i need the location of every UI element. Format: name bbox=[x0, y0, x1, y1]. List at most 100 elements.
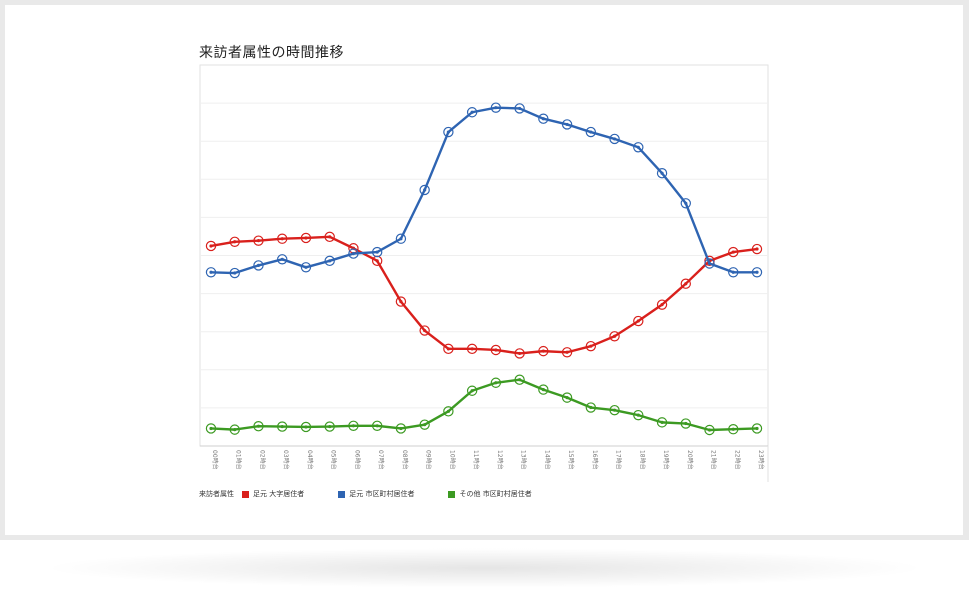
data-point bbox=[229, 424, 240, 435]
data-point-dot bbox=[328, 259, 332, 263]
legend-swatch bbox=[448, 490, 456, 498]
data-point bbox=[300, 421, 312, 433]
x-tick-label: 08時台 bbox=[401, 450, 409, 470]
data-point bbox=[514, 374, 525, 385]
data-point bbox=[253, 260, 264, 271]
data-point-dot bbox=[423, 188, 427, 192]
series-line bbox=[210, 378, 758, 432]
data-point-dot bbox=[399, 237, 403, 241]
data-point bbox=[704, 255, 715, 267]
data-point-dot bbox=[304, 265, 308, 269]
data-point-dot bbox=[351, 251, 356, 256]
data-point bbox=[205, 240, 217, 252]
data-point bbox=[633, 142, 644, 153]
legend-item: 足元 市区町村居住者 bbox=[338, 489, 414, 499]
data-point-dot bbox=[755, 426, 759, 431]
data-point-dot bbox=[494, 106, 498, 110]
data-point-dot bbox=[470, 389, 474, 393]
data-point-dot bbox=[256, 263, 261, 268]
legend-item: 足元 大字居住者 bbox=[242, 489, 304, 499]
x-tick-label: 13時台 bbox=[520, 450, 528, 470]
data-point bbox=[395, 233, 407, 244]
line-chart: 00時台 01時台 02時台 03時台 04時台 05時台 06時台 07時台 08時台 09時台… bbox=[199, 64, 769, 482]
data-point-dot bbox=[660, 420, 664, 424]
data-point bbox=[656, 168, 668, 179]
data-point bbox=[656, 417, 668, 428]
data-point bbox=[728, 246, 739, 258]
data-point bbox=[466, 385, 478, 396]
data-point-dot bbox=[233, 240, 237, 244]
data-point-dot bbox=[304, 425, 308, 429]
data-point bbox=[514, 348, 525, 359]
data-point-dot bbox=[660, 171, 664, 175]
data-point bbox=[751, 423, 763, 434]
data-point-dot bbox=[328, 235, 332, 239]
data-point bbox=[680, 418, 691, 429]
data-point-dot bbox=[541, 349, 545, 353]
x-tick-label: 09時台 bbox=[425, 450, 433, 470]
data-point bbox=[466, 107, 478, 118]
data-point-dot bbox=[446, 409, 450, 413]
data-point bbox=[419, 184, 430, 196]
data-point bbox=[585, 402, 597, 413]
data-point-dot bbox=[565, 396, 569, 400]
data-point bbox=[704, 424, 715, 436]
x-tick-label: 04時台 bbox=[306, 450, 314, 470]
data-point bbox=[751, 267, 763, 278]
data-point bbox=[229, 236, 240, 247]
data-point-dot bbox=[612, 137, 617, 141]
data-point-dot bbox=[660, 303, 664, 307]
data-point bbox=[253, 235, 264, 246]
data-point bbox=[728, 267, 739, 278]
data-point-dot bbox=[280, 237, 284, 241]
data-point bbox=[205, 267, 217, 278]
data-point-dot bbox=[541, 388, 545, 392]
data-point bbox=[300, 232, 312, 244]
data-point bbox=[466, 343, 478, 355]
data-point-dot bbox=[375, 259, 379, 263]
data-point bbox=[419, 325, 430, 336]
data-point bbox=[324, 255, 335, 267]
data-point bbox=[514, 103, 525, 114]
data-point-dot bbox=[636, 413, 640, 417]
legend-label: 足元 大字居住者 bbox=[253, 490, 305, 498]
legend-label: 足元 市区町村居住者 bbox=[349, 490, 415, 498]
data-point-dot bbox=[256, 424, 261, 428]
data-point-dot bbox=[209, 426, 213, 431]
data-point-dot bbox=[636, 319, 640, 323]
data-point bbox=[585, 126, 597, 138]
x-tick-label: 12時台 bbox=[496, 450, 504, 470]
data-point-dot bbox=[256, 239, 261, 243]
x-tick-label: 18時台 bbox=[638, 450, 646, 470]
data-point-dot bbox=[233, 428, 237, 432]
data-point bbox=[609, 133, 620, 145]
data-point bbox=[443, 343, 454, 355]
data-point bbox=[538, 384, 549, 395]
data-point-dot bbox=[684, 201, 688, 205]
x-tick-label: 19時台 bbox=[662, 450, 670, 470]
data-point-dot bbox=[684, 421, 688, 426]
data-point bbox=[371, 246, 383, 258]
data-point-dot bbox=[304, 236, 308, 240]
x-tick-label: 10時台 bbox=[448, 450, 456, 470]
x-tick-label: 17時台 bbox=[615, 450, 623, 470]
data-point-dot bbox=[636, 145, 640, 149]
data-point-dot bbox=[233, 271, 237, 275]
data-point-dot bbox=[518, 378, 522, 382]
data-point-dot bbox=[755, 247, 759, 251]
x-tick-label: 16時台 bbox=[591, 450, 599, 470]
data-point-dot bbox=[351, 424, 356, 428]
data-point bbox=[395, 296, 407, 307]
x-tick-label: 11時台 bbox=[472, 450, 480, 470]
data-point-dot bbox=[612, 408, 617, 412]
legend-swatch bbox=[338, 490, 346, 498]
data-point bbox=[490, 344, 502, 356]
data-point-dot bbox=[423, 328, 427, 333]
legend-item: その他 市区町村居住者 bbox=[448, 489, 532, 499]
data-point bbox=[443, 406, 454, 417]
legend-swatch bbox=[242, 490, 249, 498]
data-point bbox=[561, 119, 573, 130]
data-point bbox=[277, 421, 288, 432]
data-point bbox=[585, 340, 597, 352]
data-point-dot bbox=[589, 130, 593, 134]
